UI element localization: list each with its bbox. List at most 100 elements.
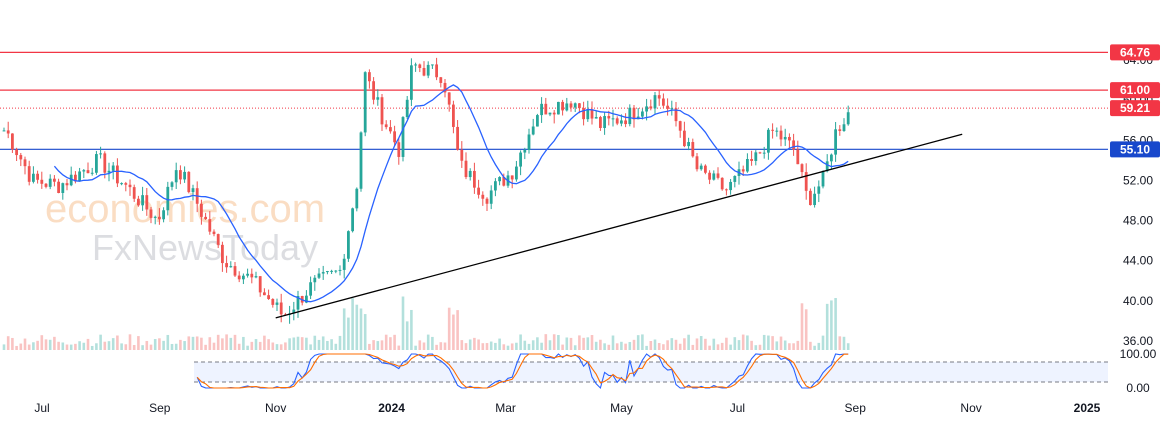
candle[interactable]: [632, 105, 636, 128]
candle[interactable]: [342, 253, 346, 279]
candle[interactable]: [536, 113, 539, 127]
candle[interactable]: [208, 211, 212, 235]
candle[interactable]: [132, 184, 136, 202]
candle[interactable]: [615, 116, 619, 126]
candle[interactable]: [179, 165, 182, 185]
candle[interactable]: [762, 146, 766, 159]
candle[interactable]: [611, 109, 615, 127]
candle[interactable]: [292, 301, 296, 321]
candle[interactable]: [502, 173, 506, 187]
candle[interactable]: [662, 93, 665, 109]
candle[interactable]: [15, 147, 18, 161]
candle[interactable]: [506, 170, 510, 188]
candle[interactable]: [141, 186, 144, 211]
candle[interactable]: [296, 290, 300, 318]
candle[interactable]: [573, 102, 577, 112]
candle[interactable]: [351, 207, 354, 233]
candle[interactable]: [162, 207, 165, 223]
candle[interactable]: [422, 61, 426, 77]
candle[interactable]: [691, 138, 695, 158]
candle[interactable]: [69, 166, 73, 187]
candle[interactable]: [552, 110, 556, 124]
candle[interactable]: [443, 78, 447, 98]
candle[interactable]: [800, 163, 804, 178]
candle[interactable]: [212, 229, 216, 237]
candle[interactable]: [788, 133, 791, 149]
candle[interactable]: [397, 138, 401, 165]
candle[interactable]: [813, 186, 816, 208]
candle[interactable]: [36, 170, 39, 184]
candle[interactable]: [838, 125, 842, 136]
candle[interactable]: [695, 153, 699, 172]
candle[interactable]: [237, 271, 241, 283]
candle[interactable]: [678, 120, 682, 138]
candle[interactable]: [636, 108, 640, 120]
candle[interactable]: [817, 180, 821, 203]
candle[interactable]: [57, 178, 60, 194]
candle[interactable]: [557, 101, 560, 115]
candle[interactable]: [368, 69, 371, 89]
candle[interactable]: [485, 197, 489, 211]
candle[interactable]: [183, 166, 186, 183]
candle[interactable]: [607, 110, 611, 126]
candle[interactable]: [334, 270, 338, 274]
candle[interactable]: [414, 62, 417, 72]
candle[interactable]: [699, 163, 703, 171]
candle[interactable]: [603, 111, 606, 135]
candle[interactable]: [590, 101, 594, 125]
ascending-trendline[interactable]: [275, 133, 963, 319]
candle[interactable]: [531, 118, 535, 136]
candle[interactable]: [116, 158, 119, 188]
candle[interactable]: [330, 269, 333, 274]
candle[interactable]: [204, 212, 207, 220]
candle[interactable]: [149, 206, 153, 224]
candle[interactable]: [389, 120, 392, 134]
candle[interactable]: [6, 121, 10, 139]
candle[interactable]: [494, 178, 497, 197]
candle[interactable]: [456, 120, 459, 151]
candle[interactable]: [376, 89, 380, 106]
candle[interactable]: [363, 71, 367, 137]
candle[interactable]: [653, 92, 657, 115]
candle[interactable]: [384, 120, 388, 130]
candle[interactable]: [359, 131, 363, 192]
candle[interactable]: [187, 171, 191, 194]
candle[interactable]: [372, 77, 375, 105]
candle[interactable]: [792, 133, 795, 156]
candle[interactable]: [174, 162, 178, 190]
candle[interactable]: [729, 178, 732, 195]
candle[interactable]: [158, 208, 161, 225]
candle[interactable]: [834, 122, 837, 162]
candle[interactable]: [86, 162, 90, 174]
candle[interactable]: [477, 179, 480, 199]
candle[interactable]: [489, 185, 493, 210]
candle[interactable]: [657, 90, 661, 106]
candle[interactable]: [498, 176, 501, 186]
candle[interactable]: [544, 97, 548, 115]
candle[interactable]: [687, 137, 690, 151]
candle[interactable]: [233, 261, 237, 277]
candle[interactable]: [624, 113, 627, 128]
candle[interactable]: [242, 273, 245, 285]
candle[interactable]: [200, 199, 203, 225]
candle[interactable]: [326, 270, 329, 275]
candle[interactable]: [796, 140, 800, 165]
candle[interactable]: [405, 96, 409, 120]
candle[interactable]: [628, 104, 632, 127]
candle[interactable]: [271, 298, 275, 308]
candle[interactable]: [267, 289, 270, 300]
candle[interactable]: [439, 76, 443, 88]
candle[interactable]: [821, 170, 825, 189]
candle[interactable]: [317, 268, 321, 280]
candle[interactable]: [65, 179, 69, 191]
candle[interactable]: [842, 118, 846, 132]
candle[interactable]: [473, 162, 476, 194]
candle[interactable]: [708, 170, 711, 185]
candle[interactable]: [779, 125, 783, 147]
candle[interactable]: [32, 166, 35, 184]
candle[interactable]: [19, 152, 23, 167]
candle[interactable]: [2, 127, 6, 132]
candle[interactable]: [48, 174, 52, 190]
candle[interactable]: [510, 175, 514, 189]
candle[interactable]: [809, 188, 812, 206]
